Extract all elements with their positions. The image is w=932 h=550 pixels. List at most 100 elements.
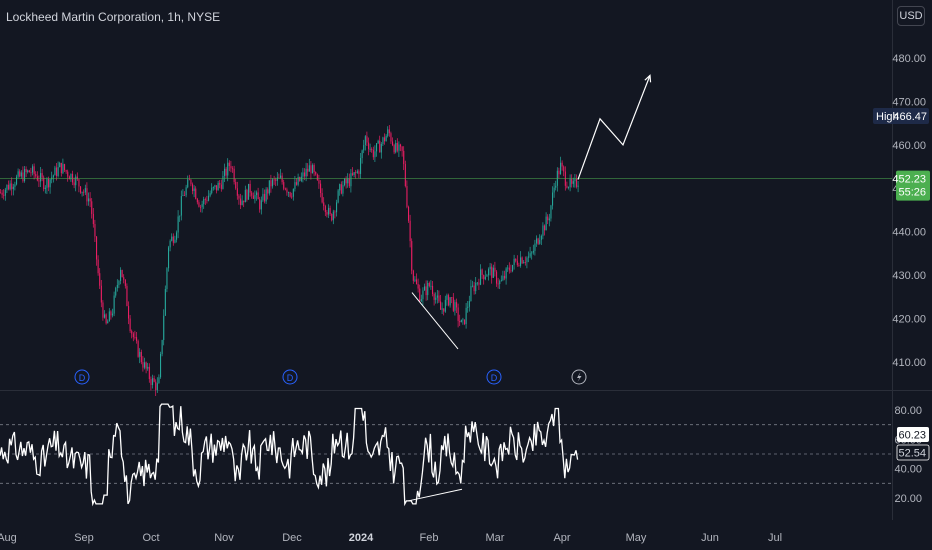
candle-body <box>489 266 491 270</box>
candle-body <box>340 184 342 194</box>
candle-body <box>67 171 69 177</box>
candle-body <box>420 299 422 302</box>
candle-body <box>0 192 2 194</box>
candle-body <box>110 311 112 316</box>
candle-body <box>446 295 448 300</box>
candle-body <box>249 183 251 193</box>
candle-body <box>241 200 243 205</box>
candle-body <box>147 366 149 369</box>
candle-body <box>494 267 496 272</box>
candle-body <box>449 297 451 306</box>
candle-body <box>166 268 168 290</box>
candle-body <box>211 187 213 194</box>
candle-body <box>32 166 34 173</box>
candle-body <box>38 180 40 182</box>
rsi-tick-label: 20.00 <box>894 493 922 505</box>
candle-body <box>70 173 72 180</box>
candle-body <box>467 306 469 308</box>
candle-body <box>552 192 554 206</box>
price-tick-label: 420.00 <box>892 314 926 326</box>
candle-body <box>169 240 171 248</box>
candle-body <box>462 319 464 321</box>
time-tick-label: Jun <box>701 532 719 544</box>
candle-body <box>283 182 285 189</box>
candle-body <box>192 184 194 191</box>
dividend-marker[interactable]: D <box>486 369 502 385</box>
candle-body <box>356 171 358 173</box>
candle-body <box>232 168 234 170</box>
candle-body <box>444 299 446 312</box>
candle-body <box>272 179 274 187</box>
candle-body <box>8 184 10 190</box>
candle-body <box>235 181 237 189</box>
candle-body <box>187 179 189 188</box>
candle-body <box>377 140 379 144</box>
candle-body <box>76 176 78 180</box>
time-tick-label: Aug <box>0 532 17 544</box>
time-tick-label: May <box>626 532 647 544</box>
lightning-icon[interactable] <box>571 369 587 385</box>
candle-body <box>240 198 242 205</box>
candle-body <box>83 191 85 193</box>
candle-body <box>152 378 154 386</box>
candle-body <box>48 179 50 188</box>
candle-body <box>510 270 512 272</box>
candle-body <box>508 267 510 271</box>
candle-body <box>476 282 478 284</box>
candle-body <box>148 366 150 380</box>
candle-body <box>385 135 387 142</box>
candle-body <box>33 166 35 175</box>
candle-body <box>475 282 477 292</box>
candle-body <box>260 200 262 210</box>
candle-body <box>120 269 122 281</box>
candle-body <box>451 297 453 299</box>
candle-body <box>526 257 528 263</box>
candle-body <box>219 182 221 185</box>
candle-body <box>131 331 133 334</box>
currency-button[interactable]: USD <box>897 6 925 26</box>
candle-body <box>544 225 546 231</box>
candle-body <box>440 301 442 310</box>
candle-body <box>403 150 405 165</box>
candle-body <box>182 195 184 197</box>
time-tick-label: Sep <box>74 532 94 544</box>
candle-body <box>419 288 421 302</box>
candle-body <box>318 180 320 184</box>
candle-body <box>44 187 46 189</box>
candle-body <box>72 173 74 183</box>
candle-body <box>206 199 208 201</box>
candle-body <box>144 362 146 368</box>
candle-body <box>428 282 430 286</box>
candle-body <box>171 236 173 241</box>
candle-body <box>80 186 82 193</box>
rsi-divergence-line <box>407 488 463 502</box>
candle-body <box>395 142 397 153</box>
candle-body <box>505 268 507 279</box>
candle-body <box>296 182 298 185</box>
candle-body <box>534 243 536 251</box>
candle-body <box>265 189 267 202</box>
dividend-marker[interactable]: D <box>282 369 298 385</box>
candle-body <box>336 202 338 213</box>
dividend-marker-label: D <box>287 373 294 383</box>
candle-body <box>553 187 555 193</box>
candle-body <box>126 285 128 307</box>
candle-body <box>161 340 163 354</box>
candle-body <box>368 142 370 150</box>
candle-body <box>75 176 77 186</box>
candle-body <box>472 285 474 287</box>
candle-body <box>1 192 3 195</box>
candle-body <box>539 240 541 244</box>
candle-body <box>382 137 384 144</box>
candle-body <box>134 337 136 338</box>
candle-body <box>64 164 66 171</box>
dividend-marker[interactable]: D <box>74 369 90 385</box>
candle-body <box>558 170 560 175</box>
candle-body <box>28 170 30 173</box>
rsi-current-value: 60.23 <box>898 430 926 442</box>
candle-body <box>430 285 432 287</box>
candle-body <box>334 211 336 213</box>
candle-body <box>352 173 354 175</box>
